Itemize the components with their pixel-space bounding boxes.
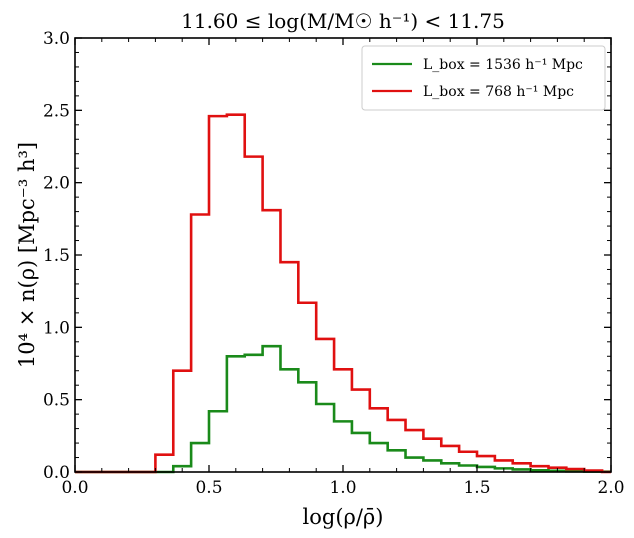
legend-box <box>361 45 606 111</box>
y-tick-label: 2.5 <box>43 101 70 121</box>
y-axis-title: 10⁴ × n(ρ) [Mpc⁻³ h³] <box>15 142 39 368</box>
legend-label-1536: L_box = 1536 h⁻¹ Mpc <box>423 57 583 73</box>
y-tick-label: 1.5 <box>43 246 70 266</box>
chart-title: 11.60 ≤ log(M/M☉ h⁻¹) < 11.75 <box>181 9 505 33</box>
series-lbox-768-step-line <box>75 113 611 474</box>
legend-label-768: L_box = 768 h⁻¹ Mpc <box>423 84 574 100</box>
y-tick-label: 0.5 <box>43 391 70 411</box>
y-tick-label: 3.0 <box>43 29 70 49</box>
legend: L_box = 1536 h⁻¹ Mpc L_box = 768 h⁻¹ Mpc <box>361 45 606 111</box>
x-axis-title: log(ρ/ρ̄) <box>303 505 384 529</box>
x-tick-label: 0.0 <box>61 478 88 498</box>
y-tick-label: 0.0 <box>43 463 70 483</box>
x-tick-label: 0.5 <box>195 478 222 498</box>
series-lbox-1536-step-line <box>75 344 611 474</box>
x-tick-label: 2.0 <box>597 478 624 498</box>
x-tick-label: 1.0 <box>329 478 356 498</box>
y-tick-label: 2.0 <box>43 174 70 194</box>
x-tick-label: 1.5 <box>463 478 490 498</box>
ticks-layer: 0.0 0.5 1.0 1.5 2.0 0.0 0.5 1.0 1.5 2.0 2.5 3.0 <box>43 29 625 498</box>
y-tick-label: 1.0 <box>43 318 70 338</box>
series-layer <box>75 113 611 474</box>
